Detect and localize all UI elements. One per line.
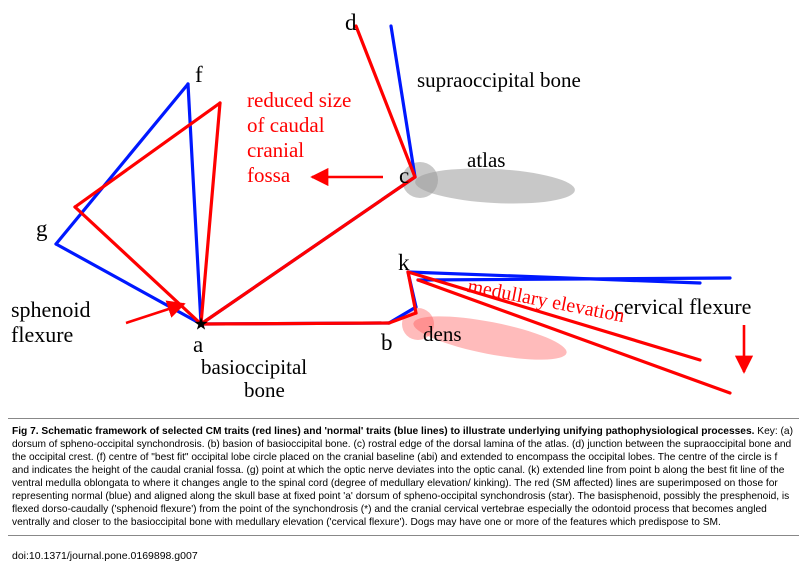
annotation-sphenoid_l2: flexure xyxy=(11,322,73,348)
annotation-supraoccipital: supraoccipital bone xyxy=(417,68,581,93)
point-label-f: f xyxy=(195,62,203,88)
point-label-k: k xyxy=(398,250,410,276)
figure-caption: Fig 7. Schematic framework of selected C… xyxy=(8,418,799,536)
diagram-area: abcdfgksupraoccipital boneatlasdensbasio… xyxy=(0,0,807,415)
point-label-d: d xyxy=(345,10,357,36)
point-label-c: c xyxy=(399,163,409,189)
annotation-reduced_l4: fossa xyxy=(247,163,290,188)
doi-text: doi:10.1371/journal.pone.0169898.g007 xyxy=(12,550,198,562)
annotation-reduced_l3: cranial xyxy=(247,138,304,163)
annotation-sphenoid_l1: sphenoid xyxy=(11,297,90,323)
annotation-cervical: cervical flexure xyxy=(614,294,751,320)
annotation-reduced_l2: of caudal xyxy=(247,113,325,138)
caption-title: Fig 7. Schematic framework of selected C… xyxy=(12,426,754,437)
annotation-reduced_l1: reduced size xyxy=(247,88,351,113)
caption-body: Key: (a) dorsum of spheno-occipital sync… xyxy=(12,426,793,528)
point-label-g: g xyxy=(36,216,48,242)
annotation-atlas: atlas xyxy=(467,148,505,173)
annotation-basioccipital_l1: basioccipital xyxy=(201,355,307,380)
diagram-svg xyxy=(0,0,807,415)
point-label-b: b xyxy=(381,330,393,356)
annotation-dens: dens xyxy=(423,322,462,347)
annotation-basioccipital_l2: bone xyxy=(244,378,285,403)
